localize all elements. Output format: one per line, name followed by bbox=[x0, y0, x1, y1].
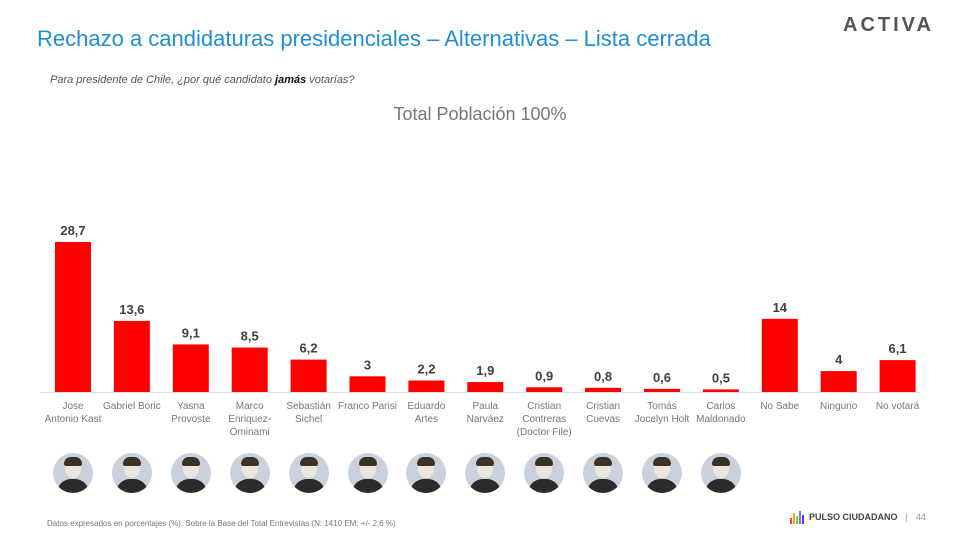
category-label-line: No Sabe bbox=[760, 401, 800, 412]
category-label: No votará bbox=[867, 400, 929, 413]
category-label: Cristian Contreras (Doctor File) bbox=[513, 400, 575, 439]
category-label-line: Tomás bbox=[647, 401, 677, 412]
category-label-line: Eduardo bbox=[407, 401, 446, 412]
data-label: 6,2 bbox=[300, 341, 318, 356]
candidate-photo bbox=[347, 453, 388, 493]
category-label: Marco Enriquez- Ominami bbox=[219, 400, 281, 439]
bar bbox=[349, 376, 386, 392]
category-label-line: Provoste bbox=[171, 414, 211, 425]
data-label: 0,9 bbox=[535, 368, 553, 383]
category-label-line: Carlos bbox=[706, 401, 736, 412]
data-label: 9,1 bbox=[182, 325, 200, 340]
question-text-start: Para presidente de Chile, ¿por qué candi… bbox=[50, 74, 276, 86]
category-label: Paula Narváez bbox=[454, 400, 516, 426]
candidate-photo bbox=[700, 453, 741, 493]
activa-logo: ACTIVA bbox=[843, 14, 934, 36]
candidate-photo bbox=[111, 453, 152, 493]
bar bbox=[467, 382, 504, 392]
category-label-line: Cristian bbox=[586, 401, 621, 412]
question-text-end: votarías? bbox=[306, 74, 355, 86]
candidate-photo bbox=[465, 453, 506, 493]
category-label-line: (Doctor File) bbox=[516, 427, 572, 438]
data-label: 0,8 bbox=[594, 369, 612, 384]
pulso-ciudadano-logo: PULSO CIUDADANO | 44 bbox=[790, 511, 926, 524]
pulso-brand: PULSO CIUDADANO bbox=[809, 511, 898, 522]
data-label: 14 bbox=[773, 300, 788, 315]
data-label: 6,1 bbox=[889, 341, 907, 356]
candidate-photo bbox=[229, 453, 270, 493]
bar bbox=[526, 387, 563, 392]
category-label-line: Marco bbox=[235, 401, 264, 412]
category-label: Tomás Jocelyn Holt bbox=[631, 400, 693, 426]
category-label: Yasna Provoste bbox=[160, 400, 222, 426]
data-label: 13,6 bbox=[119, 302, 144, 317]
category-label-line: Maldonado bbox=[696, 414, 746, 425]
category-label-line: Cristian bbox=[527, 401, 562, 412]
category-label-line: Narváez bbox=[466, 414, 504, 425]
category-label-line: Artes bbox=[414, 414, 439, 425]
page-separator: | bbox=[905, 511, 908, 522]
category-label: Cristian Cuevas bbox=[572, 400, 634, 426]
bar bbox=[408, 380, 445, 392]
bar bbox=[702, 389, 739, 392]
category-label: Sebastián Sichel bbox=[278, 400, 340, 426]
category-label-line: Jocelyn Holt bbox=[634, 414, 690, 425]
category-label: Jose Antonio Kast bbox=[42, 400, 104, 426]
bar bbox=[290, 359, 327, 392]
data-label: 4 bbox=[835, 352, 843, 367]
bar bbox=[879, 360, 916, 392]
bar bbox=[644, 388, 680, 392]
category-label-line: No votará bbox=[875, 401, 920, 412]
candidate-photo bbox=[288, 453, 329, 493]
category-label: No Sabe bbox=[749, 400, 811, 413]
category-label: Ninguno bbox=[808, 400, 870, 413]
chart-title: Total Población 100% bbox=[393, 104, 567, 124]
category-label-line: Gabriel Boric bbox=[102, 401, 161, 412]
category-label-line: Paula bbox=[472, 401, 499, 412]
bar bbox=[55, 242, 91, 392]
bar bbox=[820, 371, 857, 392]
category-label: Eduardo Artes bbox=[395, 400, 457, 426]
data-label: 2,2 bbox=[417, 362, 435, 377]
footnote: Datos expresados en porcentajes (%). Sob… bbox=[47, 519, 396, 528]
bar bbox=[113, 320, 150, 392]
candidate-photo bbox=[53, 453, 93, 493]
category-label-line: Sichel bbox=[294, 414, 323, 425]
bar bbox=[172, 344, 209, 392]
category-label-line: Antonio Kast bbox=[44, 414, 102, 425]
bar bbox=[231, 347, 268, 392]
bar bbox=[585, 387, 622, 392]
data-label: 0,5 bbox=[712, 370, 730, 385]
category-label-line: Contreras bbox=[522, 414, 567, 425]
candidate-photo bbox=[170, 453, 211, 493]
page-number: 44 bbox=[915, 511, 926, 522]
candidate-photo bbox=[406, 453, 447, 493]
category-label-line: Sebastián bbox=[286, 401, 331, 412]
page-title: Rechazo a candidaturas presidenciales – … bbox=[37, 26, 711, 51]
candidate-photo bbox=[524, 453, 565, 493]
category-label-line: Cuevas bbox=[586, 414, 621, 425]
data-label: 0,6 bbox=[653, 370, 671, 385]
data-label: 1,9 bbox=[476, 363, 494, 378]
category-label-line: Jose bbox=[62, 401, 84, 412]
category-label-line: Ninguno bbox=[820, 401, 858, 412]
data-label: 8,5 bbox=[241, 329, 259, 344]
category-label: Franco Parisi bbox=[337, 400, 399, 413]
category-label-line: Enriquez- bbox=[228, 414, 272, 425]
survey-question: Para presidente de Chile, ¿por qué candi… bbox=[50, 74, 355, 86]
candidate-photo bbox=[583, 453, 624, 493]
question-emphasis: jamás bbox=[275, 74, 307, 86]
bar bbox=[761, 318, 798, 392]
data-label: 3 bbox=[364, 357, 371, 372]
category-label-line: Franco Parisi bbox=[338, 401, 397, 412]
category-label: Carlos Maldonado bbox=[690, 400, 752, 426]
category-label: Gabriel Boric bbox=[101, 400, 163, 413]
data-label: 28,7 bbox=[60, 223, 85, 238]
category-label-line: Yasna bbox=[176, 401, 205, 412]
category-label-line: Ominami bbox=[229, 427, 270, 438]
candidate-photo bbox=[642, 453, 682, 493]
pulso-bars-icon bbox=[790, 511, 805, 524]
